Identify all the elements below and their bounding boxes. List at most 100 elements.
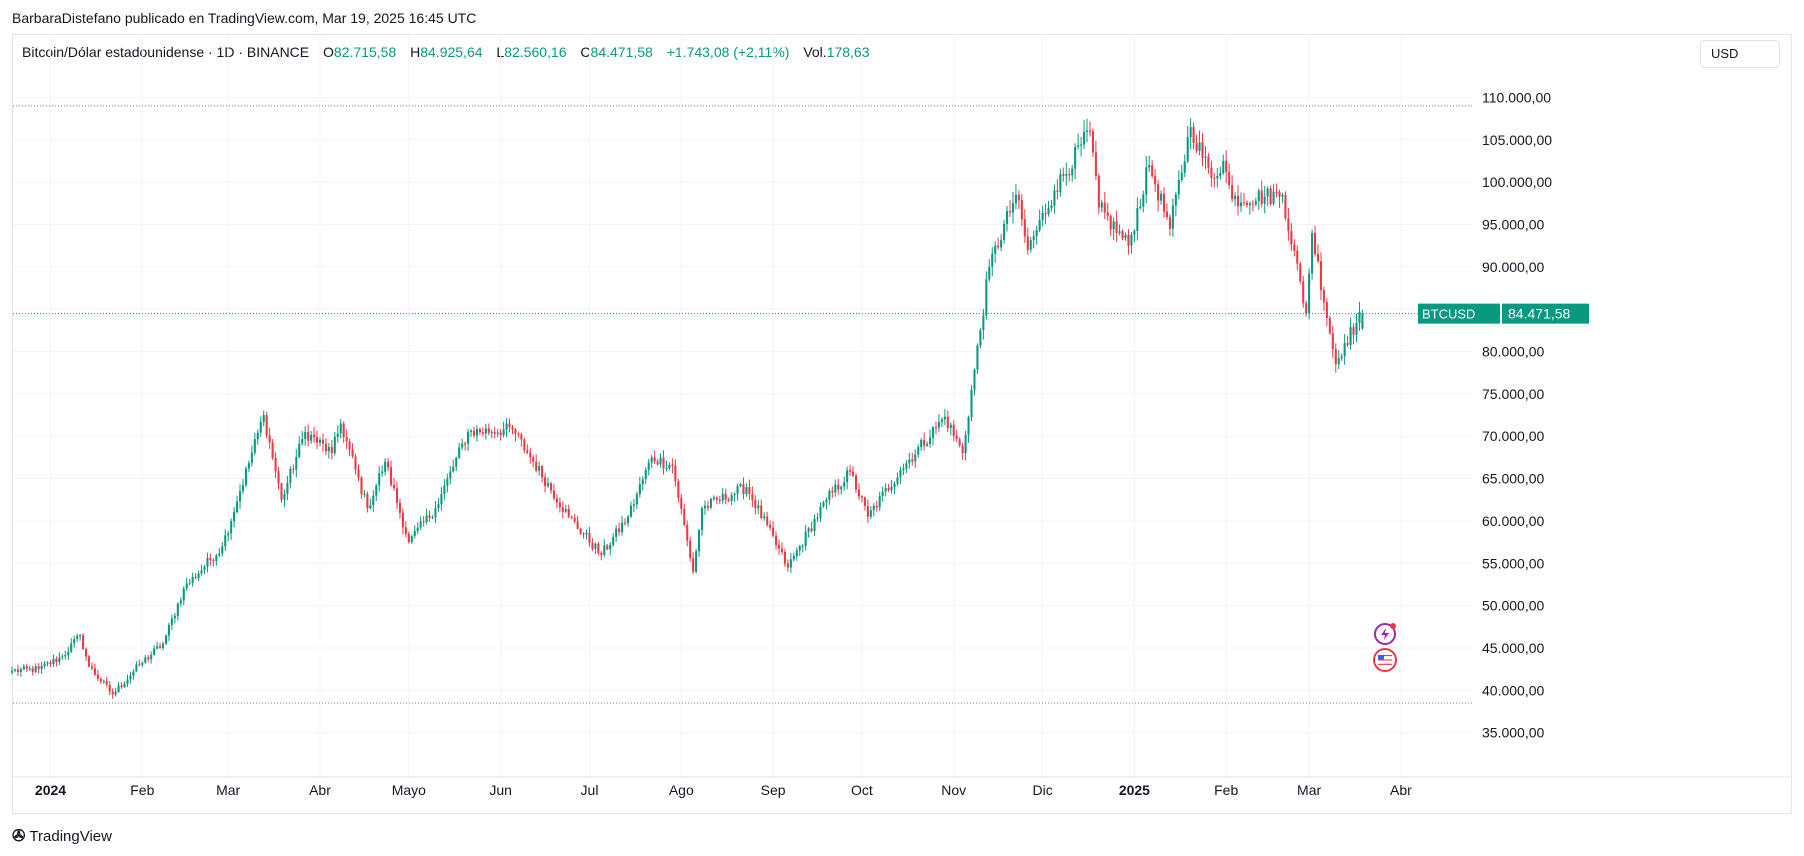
candle-body <box>200 570 203 574</box>
candle-body <box>511 426 514 430</box>
candle-body <box>1145 167 1148 195</box>
candle-body <box>828 490 831 500</box>
x-tick-label: Mar <box>216 782 240 798</box>
candle-body <box>1003 223 1006 241</box>
candle-body <box>218 553 221 556</box>
candle-body <box>387 461 390 468</box>
candle-body <box>644 469 647 480</box>
footer-brand[interactable]: ✇ TradingView <box>12 826 112 846</box>
candle-body <box>481 432 484 434</box>
candle-body <box>615 528 618 537</box>
candle-body <box>1346 343 1349 346</box>
candle-body <box>520 434 523 440</box>
y-tick-label: 105.000,00 <box>1482 132 1552 148</box>
candle-body <box>700 508 704 531</box>
candle-body <box>1242 202 1246 204</box>
candle-body <box>360 477 363 495</box>
candle-body <box>354 456 357 470</box>
candle-body <box>1085 130 1089 132</box>
candle-body <box>1080 144 1083 146</box>
candle-body <box>404 527 407 534</box>
candle-body <box>52 658 55 665</box>
x-tick-label: Nov <box>941 782 966 798</box>
candle-body <box>1130 234 1133 246</box>
candle-body <box>1065 174 1068 176</box>
candle-body <box>1068 174 1071 176</box>
candle-body <box>567 509 570 517</box>
candle-body <box>366 493 369 509</box>
candle-body <box>846 470 849 483</box>
candle-body <box>967 416 970 435</box>
candle-body <box>324 443 327 452</box>
candle-body <box>431 517 434 519</box>
candle-body <box>10 670 14 673</box>
candle-body <box>265 415 268 436</box>
x-tick-label: Sep <box>761 782 786 798</box>
candle-body <box>1142 194 1145 207</box>
candle-body <box>508 423 511 427</box>
candle-body <box>384 461 387 472</box>
currency-button[interactable]: USD <box>1700 40 1780 68</box>
candle-body <box>940 419 943 423</box>
candle-body <box>908 459 911 464</box>
candle-body <box>147 657 150 660</box>
candle-body <box>467 431 470 444</box>
candle-body <box>546 483 550 486</box>
candle-body <box>1014 194 1017 204</box>
candle-body <box>1260 190 1263 204</box>
candle-body <box>896 477 899 484</box>
candle-body <box>1228 171 1231 186</box>
symbol-description[interactable]: Bitcoin/Dólar estadounidense · 1D · BINA… <box>22 44 310 60</box>
candle-body <box>872 505 875 511</box>
candle-body <box>416 527 419 531</box>
candle-body <box>1168 217 1171 229</box>
candle-body <box>1059 174 1062 192</box>
candle-body <box>241 485 245 492</box>
candle-body <box>487 428 490 433</box>
candle-body <box>923 439 926 446</box>
candle-body <box>381 471 384 474</box>
candle-body <box>446 478 449 486</box>
y-tick-label: 40.000,00 <box>1482 682 1544 698</box>
candle-body <box>469 430 473 432</box>
candle-body <box>461 443 464 448</box>
publication-header: BarbaraDistefano publicado en TradingVie… <box>12 10 477 26</box>
candle-body <box>1201 142 1204 158</box>
candle-body <box>623 522 627 524</box>
candle-body <box>99 678 102 682</box>
candle-body <box>1248 203 1251 206</box>
price-tag <box>1418 303 1589 324</box>
candle-body <box>1204 156 1207 158</box>
candle-body <box>618 528 621 533</box>
candle-body <box>46 662 49 664</box>
candle-body <box>656 461 659 465</box>
price-tag-price: 84.471,58 <box>1508 306 1570 322</box>
candle-body <box>144 657 147 663</box>
candle-body <box>274 458 277 472</box>
change-value: +1.743,08 (+2,11%) <box>666 44 790 60</box>
candle-body <box>775 535 778 545</box>
candle-body <box>458 447 461 458</box>
candle-body <box>126 679 129 684</box>
candle-body <box>502 429 505 436</box>
candle-body <box>1189 127 1192 138</box>
candle-body <box>85 648 88 657</box>
candle-body <box>866 506 869 517</box>
candle-body <box>1177 179 1180 195</box>
candle-body <box>342 423 345 437</box>
candle-body <box>1296 250 1299 264</box>
chart-frame <box>12 34 1792 814</box>
x-tick-label: Jun <box>489 782 512 798</box>
candle-body <box>203 566 206 571</box>
candle-body <box>1237 195 1240 207</box>
candle-body <box>1234 195 1237 200</box>
candle-body <box>499 432 502 436</box>
candle-body <box>452 466 455 472</box>
candle-body <box>668 464 671 469</box>
candle-body <box>188 583 191 585</box>
candle-body <box>920 439 923 448</box>
x-tick-label: Jul <box>581 782 599 798</box>
candle-body <box>1000 240 1003 248</box>
candle-body <box>532 457 535 462</box>
